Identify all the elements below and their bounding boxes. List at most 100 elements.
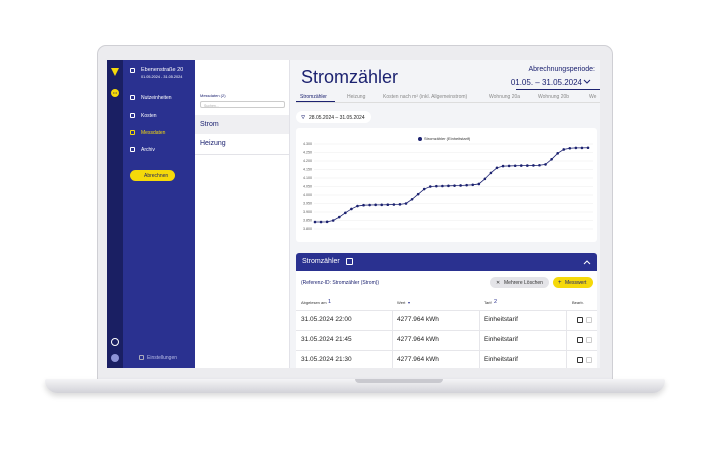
legend-marker: [418, 137, 422, 141]
tab-active[interactable]: Stromzähler: [300, 94, 327, 100]
menu-item[interactable]: Nutzeinheiten: [141, 95, 172, 101]
checkbox[interactable]: [586, 337, 592, 343]
column-divider: [479, 330, 480, 350]
data-point: [501, 164, 505, 168]
laptop-notch: [355, 379, 443, 383]
sidebar: Ebenenstraße 20 01.05.2024 - 31.05.2024 …: [123, 60, 195, 368]
column-divider: [392, 350, 393, 368]
add-label: Messwert: [565, 280, 587, 286]
edit-icon[interactable]: [577, 357, 583, 363]
period-select[interactable]: 01.05. – 31.05.2024: [510, 78, 582, 87]
sort-order: 2: [494, 298, 498, 305]
column-divider: [566, 310, 567, 330]
tab[interactable]: Wohnung 20a: [489, 94, 521, 100]
search-input[interactable]: Suchen...: [200, 101, 285, 108]
tab[interactable]: We: [589, 94, 597, 100]
column-header[interactable]: Tarif: [484, 300, 492, 305]
y-tick-label: 3.900: [303, 210, 312, 214]
chart-card: 3.800 3.850 3.900 3.950 4.000 4.050 4.100 4.150…: [296, 128, 597, 242]
data-point: [422, 187, 426, 191]
list-item[interactable]: Heizung: [200, 140, 226, 147]
add-button[interactable]: + Messwert: [553, 277, 593, 288]
data-point: [386, 203, 390, 206]
checkbox[interactable]: [586, 357, 592, 363]
data-point: [526, 164, 529, 167]
data-point: [428, 185, 432, 188]
dropdown-arrow[interactable]: [582, 78, 592, 86]
delete-button[interactable]: ✕ Mehrere Löschen: [490, 277, 549, 288]
column-header[interactable]: Abgelesen am: [301, 300, 327, 305]
data-point: [556, 152, 559, 155]
menu-item[interactable]: Archiv: [141, 147, 155, 153]
tab-underline: [296, 101, 335, 103]
column-divider: [566, 350, 567, 368]
data-point: [435, 184, 438, 188]
data-point: [325, 220, 329, 224]
table-card: Stromzähler (Referenz-ID: Stromzähler (S…: [296, 253, 597, 368]
y-tick-label: 4.300: [303, 142, 312, 146]
search-placeholder: Suchen...: [204, 103, 219, 108]
data-point: [344, 211, 347, 215]
column-divider: [479, 310, 480, 330]
column-header: Bearb.: [572, 300, 584, 305]
checkbox[interactable]: [586, 317, 592, 323]
data-point: [410, 197, 414, 201]
tab[interactable]: Wohnung 20b: [538, 94, 570, 100]
data-point: [350, 207, 353, 211]
y-tick-label: 3.850: [303, 218, 312, 222]
bill-button[interactable]: Abrechnen: [130, 170, 175, 181]
sort-order: 1: [328, 298, 332, 305]
help-icon[interactable]: [111, 338, 119, 346]
cell: 31.05.2024 21:30: [301, 356, 352, 363]
logo: [111, 68, 119, 97]
column-divider: [392, 310, 393, 330]
data-point: [580, 146, 584, 150]
data-point: [368, 203, 371, 207]
data-point: [574, 146, 578, 150]
edit-icon[interactable]: [577, 317, 583, 323]
row-divider: [296, 310, 597, 311]
edit-icon[interactable]: [346, 258, 353, 265]
data-point: [532, 164, 535, 167]
list-item-active[interactable]: Strom: [195, 115, 289, 134]
period-underline: [516, 89, 600, 90]
data-point: [519, 164, 523, 167]
data-point: [313, 220, 317, 224]
menu-item-active[interactable]: Messdaten: [141, 130, 166, 136]
data-point: [495, 166, 499, 170]
data-point: [416, 192, 420, 196]
cell: 4277.964 kWh: [397, 316, 439, 323]
legend-label: Stromzähler (Einheitstarif): [424, 136, 471, 141]
tab[interactable]: Heizung: [347, 94, 366, 100]
column-divider: [479, 350, 480, 368]
filter-chip[interactable]: ⛛ 28.05.2024 – 31.05.2024: [296, 111, 371, 123]
data-point: [562, 148, 566, 151]
cell: Einheitstarif: [484, 336, 518, 343]
data-point: [380, 203, 384, 207]
data-point: [507, 164, 511, 168]
add-icon: +: [558, 279, 562, 286]
tab[interactable]: Kosten nach m² (inkl. Allgemeinstrom): [383, 94, 468, 100]
data-point: [550, 158, 553, 161]
y-tick-label: 4.050: [303, 184, 312, 188]
y-tick-label: 3.800: [303, 227, 312, 231]
list-item-label: Strom: [200, 121, 219, 128]
data-point: [356, 204, 359, 208]
cell: Einheitstarif: [484, 356, 518, 363]
data-point: [544, 163, 547, 166]
y-tick-label: 4.250: [303, 150, 312, 154]
settings-icon: [139, 355, 144, 360]
sidebar-strip: [107, 60, 123, 368]
column-header[interactable]: Wert: [397, 300, 406, 305]
table-header: Stromzähler: [296, 253, 597, 271]
collapse-arrow[interactable]: [583, 259, 591, 265]
screen: Ebenenstraße 20 01.05.2024 - 31.05.2024 …: [107, 60, 600, 368]
data-point: [477, 182, 481, 186]
data-point: [441, 184, 444, 188]
menu-item[interactable]: Kosten: [141, 113, 157, 119]
sort-arrow: ▾: [408, 300, 411, 305]
edit-icon[interactable]: [577, 337, 583, 343]
address-period: 01.05.2024 - 31.05.2024: [141, 75, 183, 79]
avatar[interactable]: [111, 354, 119, 362]
settings[interactable]: Einstellungen: [147, 355, 178, 361]
